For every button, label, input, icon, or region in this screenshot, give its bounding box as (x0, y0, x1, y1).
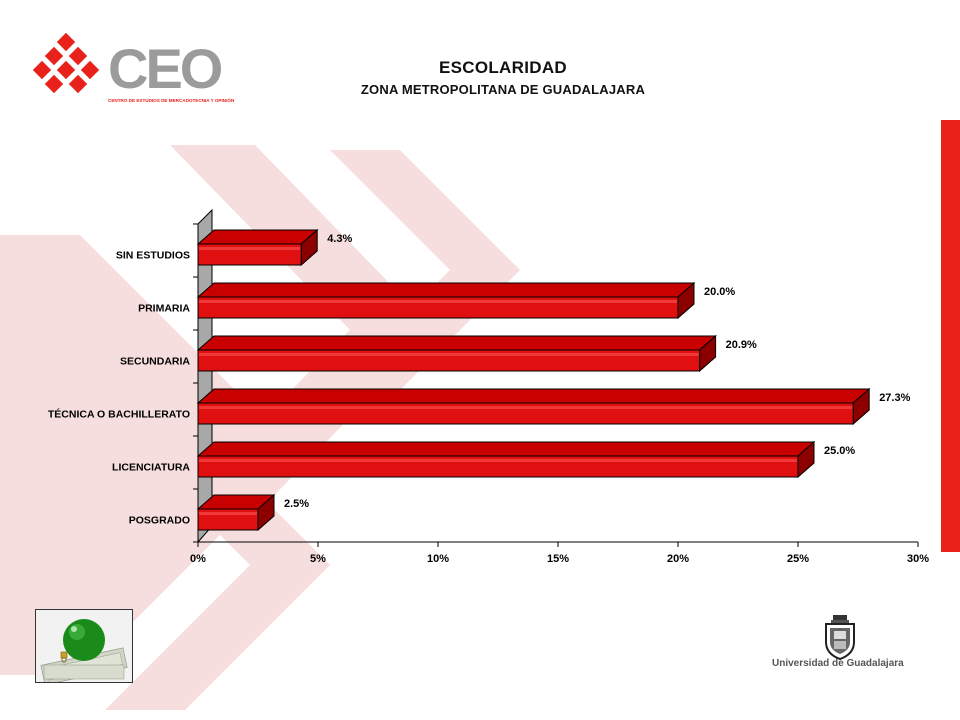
data-label: 25.0% (824, 445, 855, 457)
bar-highlight (199, 512, 257, 515)
watermark-shape (0, 320, 120, 460)
bar-group (196, 334, 717, 373)
logo-diamond (43, 45, 65, 67)
logo-diamond (55, 59, 77, 81)
category-label: LICENCIATURA (112, 462, 190, 474)
category-label: POSGRADO (129, 515, 190, 527)
x-tick-label: 5% (310, 553, 326, 565)
bar-top-face (196, 229, 319, 245)
bar-highlight (199, 459, 797, 462)
bar-highlight (199, 300, 677, 303)
bar-top-face (196, 388, 871, 404)
chart-subtitle: ZONA METROPOLITANA DE GUADALAJARA (360, 82, 646, 97)
watermark-shape (170, 145, 435, 515)
bar-top-face (196, 282, 696, 298)
category-label: TÉCNICA O BACHILLERATO (48, 408, 190, 421)
bar-top-face (196, 441, 816, 457)
udg-seal-icon (825, 615, 855, 660)
chart-title: ESCOLARIDAD (439, 58, 567, 77)
category-label: PRIMARIA (138, 303, 190, 315)
ceo-logo-text: CEO (108, 37, 222, 100)
logo-diamond (31, 59, 53, 81)
watermark-shape (105, 420, 330, 710)
logo-diamond (43, 73, 65, 95)
bar-top-face (196, 335, 717, 351)
data-label: 20.9% (726, 339, 757, 351)
data-label: 4.3% (327, 233, 352, 245)
data-label: 27.3% (879, 392, 910, 404)
logo-diamond (55, 31, 77, 53)
logo-diamond (79, 59, 101, 81)
x-tick-label: 25% (787, 553, 809, 565)
category-label: SECUNDARIA (120, 356, 190, 368)
christmas-ornament-icon (36, 610, 132, 682)
bar-group (196, 440, 816, 479)
data-label: 20.0% (704, 286, 735, 298)
ceo-logo-diamonds-icon (31, 31, 101, 95)
thumbnail-image (35, 609, 133, 683)
category-label: SIN ESTUDIOS (116, 250, 190, 262)
bar-highlight (199, 406, 853, 409)
bar-group (196, 228, 319, 267)
university-name: Universidad de Guadalajara (772, 658, 904, 669)
bar-group (196, 493, 276, 532)
bar-group (196, 281, 696, 320)
bar-highlight (199, 247, 301, 250)
ceo-logo: CEO CENTRO DE ESTUDIOS DE MERCADOTECNIA … (31, 31, 235, 103)
logo-diamond (67, 45, 89, 67)
ceo-logo-subtitle: CENTRO DE ESTUDIOS DE MERCADOTECNIA Y OP… (108, 96, 235, 103)
bar-highlight (199, 353, 699, 356)
x-tick-label: 30% (907, 553, 929, 565)
data-label: 2.5% (284, 498, 309, 510)
x-tick-label: 15% (547, 553, 569, 565)
x-tick-label: 10% (427, 553, 449, 565)
accent-strip (941, 120, 960, 552)
x-tick-label: 20% (667, 553, 689, 565)
logo-diamond (67, 73, 89, 95)
bar-group (196, 387, 871, 426)
x-tick-label: 0% (190, 553, 206, 565)
